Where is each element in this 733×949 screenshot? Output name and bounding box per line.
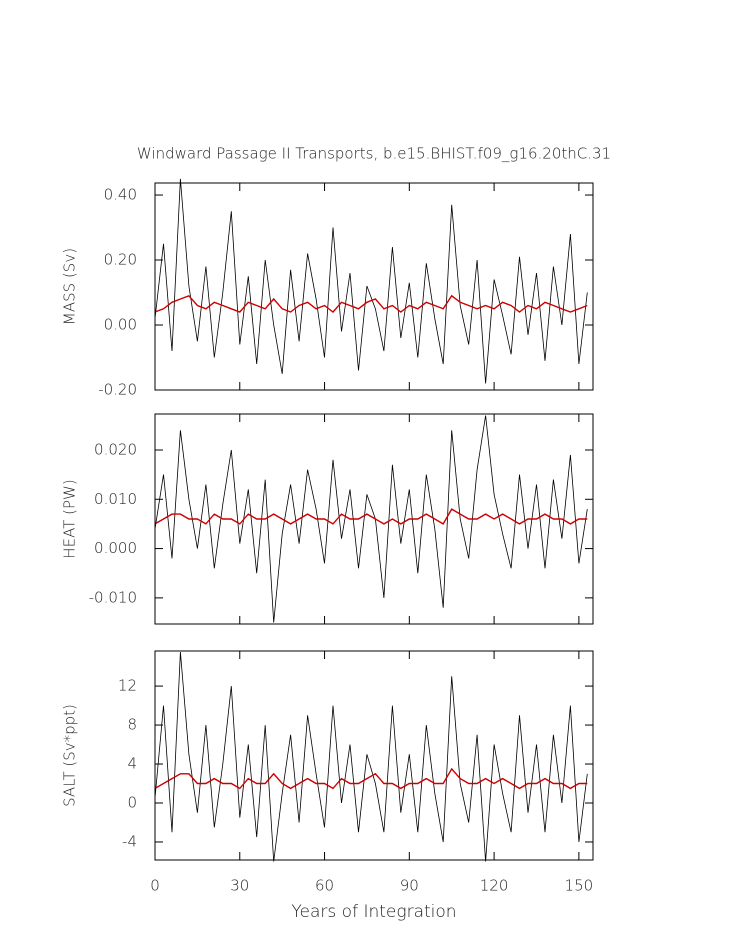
x-tick-label: 60 [315, 877, 334, 895]
y-tick-label: 12 [118, 677, 137, 695]
y-tick-label: 8 [127, 716, 137, 734]
data-line [154, 651, 588, 862]
y-axis-label: MASS (Sv) [61, 248, 79, 325]
y-tick-label: 0.20 [104, 251, 137, 269]
data-line [154, 415, 588, 623]
data-line [154, 178, 588, 384]
y-tick-label: 4 [127, 755, 137, 773]
y-tick-label: 0.010 [94, 490, 137, 508]
chart-title: Windward Passage II Transports, b.e15.BH… [137, 145, 611, 163]
y-tick-label: 0 [127, 794, 137, 812]
y-axis-label: SALT (Sv*ppt) [61, 704, 79, 807]
data-line [154, 508, 588, 525]
x-tick-label: 120 [480, 877, 509, 895]
y-tick-label: -0.010 [89, 588, 137, 606]
y-tick-label: 0.00 [104, 316, 137, 334]
data-line [154, 294, 588, 313]
y-axis-label: HEAT (PW) [61, 479, 79, 558]
x-tick-label: 90 [400, 877, 419, 895]
x-axis-label: Years of Integration [291, 902, 456, 922]
y-tick-label: 0.40 [104, 186, 137, 204]
x-tick-label: 30 [230, 877, 249, 895]
data-line [154, 767, 588, 790]
y-tick-label: 0.020 [94, 440, 137, 458]
x-tick-label: 150 [565, 877, 594, 895]
y-tick-label: -0.20 [98, 381, 137, 399]
y-tick-label: 0.000 [94, 539, 137, 557]
x-tick-label: 0 [150, 877, 160, 895]
plot-frame [154, 182, 594, 391]
plot-frame [154, 413, 594, 625]
y-tick-label: -4 [122, 832, 137, 850]
plot-frame [154, 650, 594, 861]
